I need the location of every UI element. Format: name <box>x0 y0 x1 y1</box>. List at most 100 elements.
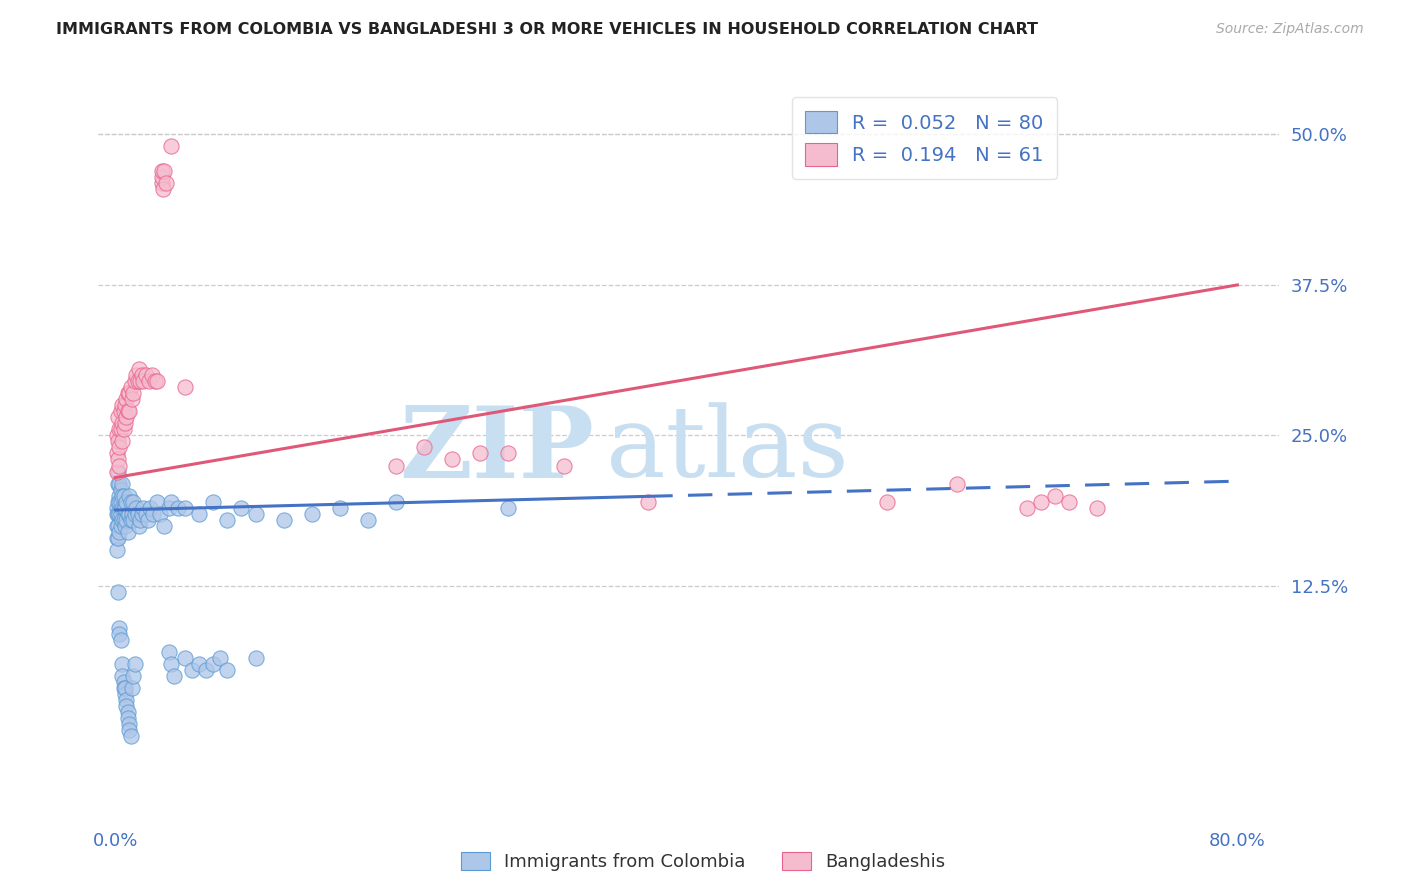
Point <box>131 368 153 383</box>
Point <box>121 507 143 521</box>
Point <box>117 404 139 418</box>
Point <box>105 446 128 460</box>
Point <box>108 627 131 641</box>
Point <box>115 494 138 508</box>
Point <box>142 507 165 521</box>
Point <box>384 494 406 508</box>
Point <box>107 585 129 599</box>
Point <box>105 542 128 557</box>
Point <box>107 494 129 508</box>
Point <box>120 730 142 744</box>
Point <box>112 500 135 515</box>
Point <box>127 374 149 388</box>
Point <box>118 717 141 731</box>
Point <box>122 386 145 401</box>
Point <box>125 500 148 515</box>
Text: IMMIGRANTS FROM COLOMBIA VS BANGLADESHI 3 OR MORE VEHICLES IN HOUSEHOLD CORRELAT: IMMIGRANTS FROM COLOMBIA VS BANGLADESHI … <box>56 22 1038 37</box>
Point <box>160 657 183 672</box>
Point <box>107 507 129 521</box>
Point <box>195 663 218 677</box>
Point <box>143 374 166 388</box>
Point <box>174 651 197 665</box>
Point <box>107 531 129 545</box>
Point <box>110 518 132 533</box>
Point <box>112 422 135 436</box>
Point <box>114 681 136 696</box>
Point <box>122 513 145 527</box>
Point <box>105 465 128 479</box>
Point <box>120 494 142 508</box>
Point <box>115 699 138 714</box>
Point <box>108 422 131 436</box>
Point <box>114 417 136 431</box>
Point <box>1057 494 1080 508</box>
Point <box>124 507 146 521</box>
Point <box>111 500 134 515</box>
Point <box>108 507 131 521</box>
Point <box>111 669 134 683</box>
Point <box>115 693 138 707</box>
Point <box>146 494 169 508</box>
Point <box>111 657 134 672</box>
Point <box>1085 500 1108 515</box>
Point <box>496 500 519 515</box>
Point <box>1043 489 1066 503</box>
Point <box>301 507 323 521</box>
Point <box>132 374 155 388</box>
Point <box>118 386 141 401</box>
Point <box>150 163 173 178</box>
Point <box>174 380 197 394</box>
Point <box>1015 500 1038 515</box>
Point <box>108 441 131 455</box>
Point <box>141 368 163 383</box>
Point <box>117 524 139 539</box>
Point <box>217 663 239 677</box>
Point <box>108 476 131 491</box>
Point <box>153 518 176 533</box>
Point <box>105 507 128 521</box>
Point <box>121 392 143 407</box>
Point <box>118 507 141 521</box>
Point <box>112 513 135 527</box>
Point <box>217 513 239 527</box>
Point <box>131 507 153 521</box>
Point <box>150 176 173 190</box>
Point <box>105 531 128 545</box>
Point <box>209 651 232 665</box>
Point <box>468 446 491 460</box>
Text: ZIP: ZIP <box>399 402 595 499</box>
Point <box>125 368 148 383</box>
Point <box>110 422 132 436</box>
Point <box>111 434 134 449</box>
Point <box>115 513 138 527</box>
Point <box>112 675 135 690</box>
Point <box>114 518 136 533</box>
Point <box>108 458 131 473</box>
Point <box>105 518 128 533</box>
Point <box>188 507 211 521</box>
Point <box>108 489 131 503</box>
Point <box>136 513 159 527</box>
Point <box>120 513 142 527</box>
Point <box>107 452 129 467</box>
Point <box>117 706 139 720</box>
Point <box>111 489 134 503</box>
Point <box>160 494 183 508</box>
Point <box>1029 494 1052 508</box>
Point <box>273 513 295 527</box>
Point <box>107 476 129 491</box>
Point <box>107 434 129 449</box>
Point <box>202 657 225 672</box>
Point <box>108 524 131 539</box>
Point <box>120 380 142 394</box>
Point <box>110 483 132 497</box>
Point <box>111 398 134 412</box>
Point <box>118 489 141 503</box>
Point <box>108 494 131 508</box>
Point <box>105 500 128 515</box>
Point <box>152 181 174 195</box>
Point <box>149 507 172 521</box>
Point <box>117 386 139 401</box>
Point <box>384 458 406 473</box>
Point <box>118 723 141 738</box>
